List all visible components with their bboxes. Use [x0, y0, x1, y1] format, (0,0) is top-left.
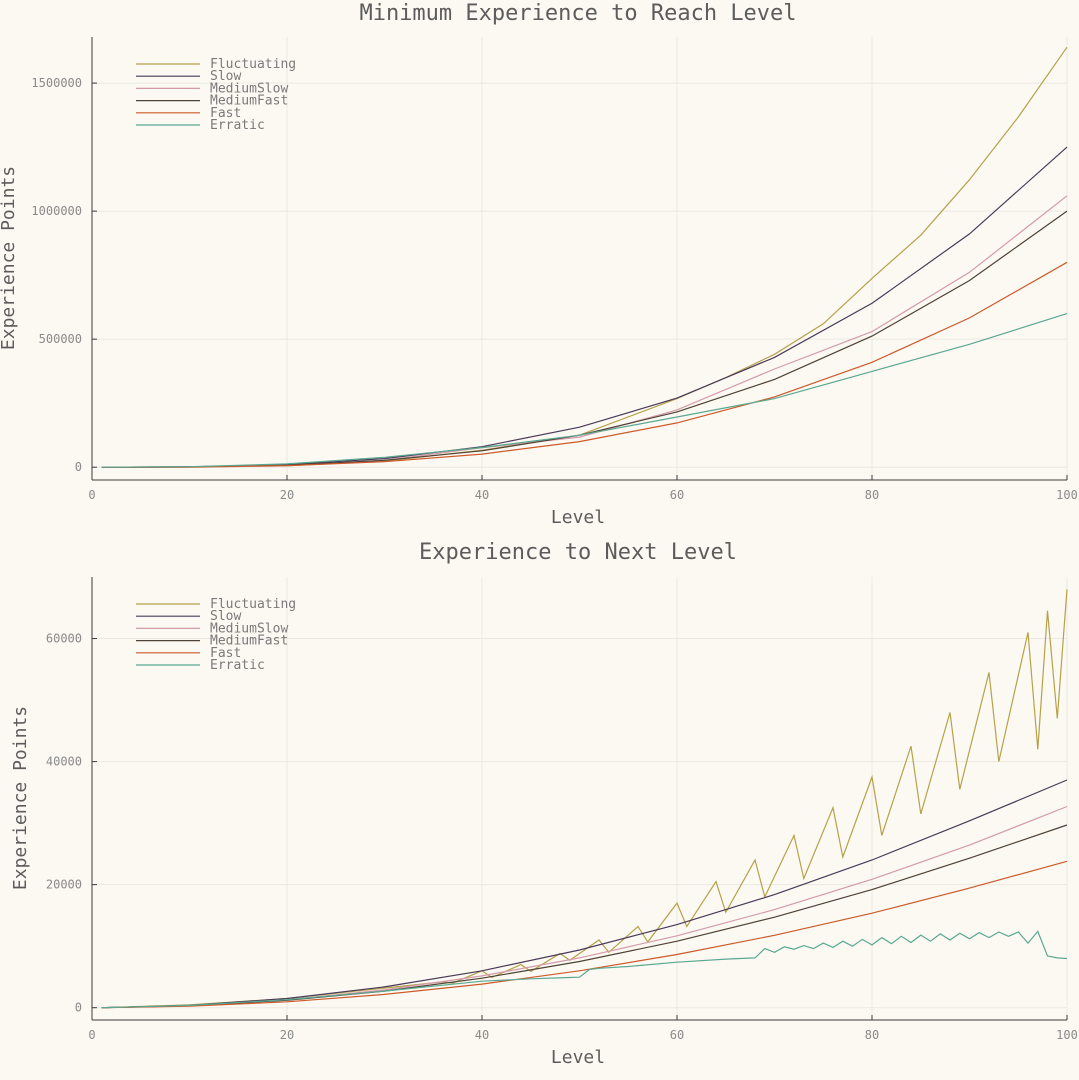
y-tick-label: 0 — [75, 460, 82, 474]
x-tick-label: 100 — [1056, 488, 1078, 502]
series-line-erratic — [101, 930, 1068, 1009]
legend-label: Slow — [210, 69, 241, 84]
x-axis-label: Level — [551, 1047, 605, 1068]
chart-title: Experience to Next Level — [419, 540, 737, 565]
chart-panel-next-level: Experience to Next Level Level Experienc… — [10, 540, 1078, 1068]
y-axis-label: Experience Points — [10, 706, 31, 890]
legend-label: Fluctuating — [210, 57, 296, 72]
x-tick-label: 40 — [475, 488, 489, 502]
series-line-fast — [101, 261, 1068, 468]
legend-label: Fluctuating — [210, 597, 296, 612]
legend-label: Fast — [210, 646, 241, 661]
chart-panel-min-experience: Minimum Experience to Reach Level Level … — [0, 1, 1078, 528]
y-tick-label: 40000 — [46, 755, 82, 769]
legend-label: Fast — [210, 106, 241, 121]
x-tick-label: 60 — [670, 488, 684, 502]
x-tick-label: 80 — [865, 488, 879, 502]
y-tick-label: 60000 — [46, 632, 82, 646]
y-tick-label: 20000 — [46, 878, 82, 892]
x-tick-label: 20 — [280, 1028, 294, 1042]
y-tick-label: 500000 — [39, 332, 82, 346]
legend-label: MediumSlow — [210, 621, 288, 636]
x-tick-label: 60 — [670, 1028, 684, 1042]
series-line-erratic — [101, 313, 1068, 468]
legend-label: Slow — [210, 609, 241, 624]
chart-title: Minimum Experience to Reach Level — [359, 1, 796, 26]
y-tick-label: 1000000 — [31, 204, 82, 218]
x-tick-label: 20 — [280, 488, 294, 502]
x-tick-label: 100 — [1056, 1028, 1078, 1042]
series-line-mediumslow — [101, 805, 1068, 1009]
series-line-mediumslow — [101, 195, 1068, 468]
x-tick-label: 0 — [88, 488, 95, 502]
series-line-slow — [101, 779, 1068, 1009]
y-axis-label: Experience Points — [0, 166, 19, 350]
legend-label: Erratic — [210, 658, 265, 673]
series-line-fluctuating — [101, 46, 1068, 468]
x-tick-label: 40 — [475, 1028, 489, 1042]
series-line-fluctuating — [101, 589, 1068, 1009]
y-tick-label: 1500000 — [31, 76, 82, 90]
x-tick-label: 80 — [865, 1028, 879, 1042]
legend-label: MediumFast — [210, 94, 288, 109]
legend-label: MediumFast — [210, 634, 288, 649]
legend-label: Erratic — [210, 118, 265, 133]
x-axis-label: Level — [551, 507, 605, 528]
x-tick-label: 0 — [88, 1028, 95, 1042]
legend-label: MediumSlow — [210, 81, 288, 96]
y-tick-label: 0 — [75, 1001, 82, 1015]
series-line-mediumfast — [101, 824, 1068, 1009]
series-line-fast — [101, 860, 1068, 1009]
